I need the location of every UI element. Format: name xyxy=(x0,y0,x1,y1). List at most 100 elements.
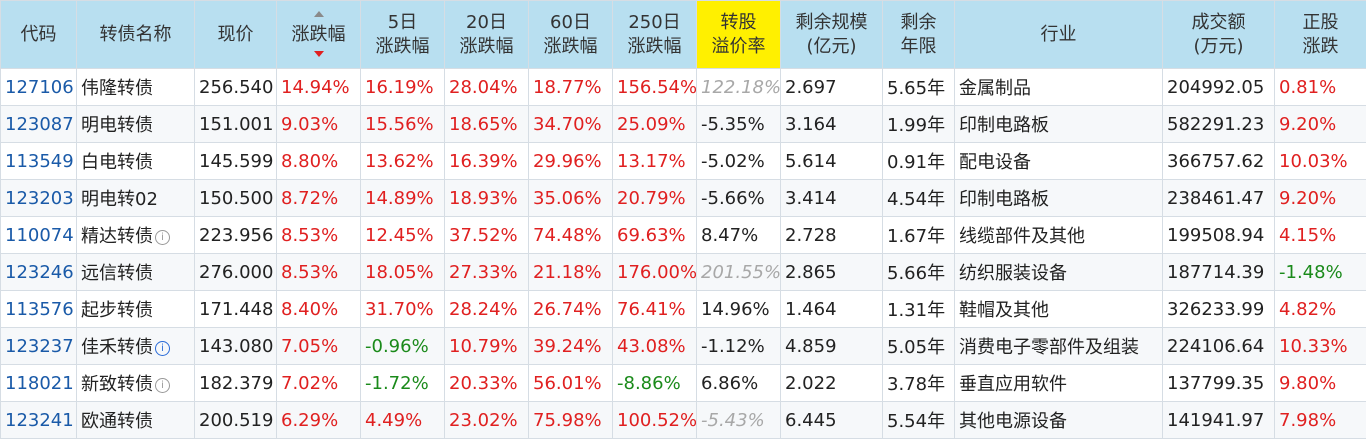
bond-code-link[interactable]: 123087 xyxy=(0,105,77,143)
change-60d-cell: 35.06% xyxy=(528,179,613,217)
change-60d-cell: 29.96% xyxy=(528,142,613,180)
industry-cell-text: 印制电路板 xyxy=(959,115,1049,136)
change-5d-cell-text: 14.89% xyxy=(365,187,434,209)
industry-cell-text: 消费电子零部件及组装 xyxy=(959,337,1139,358)
table-row[interactable]: 123246 远信转债 276.000 8.53% 18.05% 27.33% 21.18%… xyxy=(0,253,1366,291)
col-header-remaining-years[interactable]: 剩余 年限 xyxy=(882,0,955,69)
table-row[interactable]: 123087 明电转债 151.001 9.03% 15.56% 18.65% 34.70%… xyxy=(0,105,1366,143)
table-row[interactable]: 127106 伟隆转债 256.540 14.94% 16.19% 28.04% 18.77… xyxy=(0,68,1366,106)
info-icon[interactable]: i xyxy=(155,340,170,356)
info-icon[interactable]: i xyxy=(155,229,170,245)
change-5d-cell: 14.89% xyxy=(360,179,445,217)
table-row[interactable]: 123203 明电转02 150.500 8.72% 14.89% 18.93% 35.06… xyxy=(0,179,1366,217)
stock-change-cell-text: 7.98% xyxy=(1279,409,1337,431)
change-250d-cell: 176.00% xyxy=(612,253,697,291)
bond-code-link[interactable]: 123237 xyxy=(0,327,77,365)
years-cell-text: 0.91年 xyxy=(887,152,946,173)
bond-code-link[interactable]: 110074 xyxy=(0,216,77,254)
change-250d-cell-text: 25.09% xyxy=(617,113,686,135)
col-header-remaining-scale[interactable]: 剩余规模 (亿元) xyxy=(780,0,883,69)
volume-cell-text: 366757.62 xyxy=(1167,150,1265,172)
table-row[interactable]: 118021 新致转债 i 182.379 7.02% -1.72% 20.33% 56.01… xyxy=(0,364,1366,402)
scale-cell-text: 3.414 xyxy=(785,187,837,209)
col-header-volume[interactable]: 成交额 (万元) xyxy=(1162,0,1275,69)
col-header-250d-change[interactable]: 250日 涨跌幅 xyxy=(612,0,697,69)
sort-descending-icon[interactable] xyxy=(313,50,324,57)
stock-change-cell-text: 9.20% xyxy=(1279,187,1337,209)
bond-code-link[interactable]: 127106 xyxy=(0,68,77,106)
bond-code-link-text: 113549 xyxy=(5,150,74,172)
col-header-code[interactable]: 代码 xyxy=(0,0,77,69)
table-row[interactable]: 123237 佳禾转债 i 143.080 7.05% -0.96% 10.79% 39.24… xyxy=(0,327,1366,365)
volume-cell-text: 224106.64 xyxy=(1167,335,1265,357)
change-20d-cell: 28.04% xyxy=(444,68,529,106)
col-header-price[interactable]: 现价 xyxy=(194,0,277,69)
stock-change-cell-text: 10.33% xyxy=(1279,335,1348,357)
change-cell-text: 8.40% xyxy=(281,298,339,320)
change-cell: 6.29% xyxy=(276,401,361,439)
volume-cell: 582291.23 xyxy=(1162,105,1275,143)
industry-cell: 垂直应用软件 xyxy=(954,364,1163,402)
stock-change-cell: 0.81% xyxy=(1274,68,1366,106)
premium-cell-text: 122.18% xyxy=(701,76,781,98)
bond-code-link[interactable]: 123246 xyxy=(0,253,77,291)
years-cell: 5.66年 xyxy=(882,253,955,291)
bond-name[interactable]: 明电转债 xyxy=(76,105,195,143)
table-row[interactable]: 123241 欧通转债 200.519 6.29% 4.49% 23.02% 75.98% 1… xyxy=(0,401,1366,439)
industry-cell-text: 金属制品 xyxy=(959,78,1031,99)
bond-code-link[interactable]: 118021 xyxy=(0,364,77,402)
change-250d-cell-text: 156.54% xyxy=(617,76,697,98)
col-header-name[interactable]: 转债名称 xyxy=(76,0,195,69)
bond-name[interactable]: 新致转债 i xyxy=(76,364,195,402)
col-header-conversion-premium[interactable]: 转股 溢价率 xyxy=(696,0,781,69)
change-20d-cell-text: 23.02% xyxy=(449,409,518,431)
years-cell-text: 5.05年 xyxy=(887,337,946,358)
change-250d-cell: 25.09% xyxy=(612,105,697,143)
bond-name[interactable]: 佳禾转债 i xyxy=(76,327,195,365)
volume-cell: 141941.97 xyxy=(1162,401,1275,439)
col-header-stock-change[interactable]: 正股 涨跌 xyxy=(1274,0,1366,69)
change-cell: 9.03% xyxy=(276,105,361,143)
industry-cell-text: 印制电路板 xyxy=(959,189,1049,210)
stock-change-cell-text: 0.81% xyxy=(1279,76,1337,98)
change-20d-cell: 28.24% xyxy=(444,290,529,328)
scale-cell-text: 2.728 xyxy=(785,224,837,246)
change-5d-cell: -0.96% xyxy=(360,327,445,365)
change-5d-cell-text: -1.72% xyxy=(365,372,429,394)
bond-name[interactable]: 远信转债 xyxy=(76,253,195,291)
change-20d-cell-text: 18.65% xyxy=(449,113,518,135)
bond-name[interactable]: 精达转债 i xyxy=(76,216,195,254)
info-icon[interactable]: i xyxy=(155,377,170,393)
stock-change-cell-text: 4.15% xyxy=(1279,224,1337,246)
change-250d-cell: 43.08% xyxy=(612,327,697,365)
bond-name-text: 新致转债 xyxy=(81,374,153,395)
change-60d-cell-text: 35.06% xyxy=(533,187,602,209)
sort-ascending-icon[interactable] xyxy=(313,10,324,17)
years-cell: 5.65年 xyxy=(882,68,955,106)
bond-name[interactable]: 白电转债 xyxy=(76,142,195,180)
bond-code-link[interactable]: 113549 xyxy=(0,142,77,180)
bond-name[interactable]: 伟隆转债 xyxy=(76,68,195,106)
bond-name[interactable]: 起步转债 xyxy=(76,290,195,328)
bond-name[interactable]: 明电转02 xyxy=(76,179,195,217)
bond-name[interactable]: 欧通转债 xyxy=(76,401,195,439)
bond-code-link-text: 123246 xyxy=(5,261,74,283)
change-5d-cell-text: 4.49% xyxy=(365,409,423,431)
bond-code-link[interactable]: 123241 xyxy=(0,401,77,439)
bond-code-link[interactable]: 123203 xyxy=(0,179,77,217)
bond-code-link[interactable]: 113576 xyxy=(0,290,77,328)
col-header-20d-change[interactable]: 20日 涨跌幅 xyxy=(444,0,529,69)
col-header-industry[interactable]: 行业 xyxy=(954,0,1163,69)
scale-cell: 2.022 xyxy=(780,364,883,402)
change-60d-cell: 75.98% xyxy=(528,401,613,439)
col-header-change[interactable]: 涨跌幅 xyxy=(276,0,361,69)
volume-cell-text: 137799.35 xyxy=(1167,372,1265,394)
industry-cell: 线缆部件及其他 xyxy=(954,216,1163,254)
table-row[interactable]: 110074 精达转债 i 223.956 8.53% 12.45% 37.52% 74.48… xyxy=(0,216,1366,254)
scale-cell: 3.164 xyxy=(780,105,883,143)
col-header-5d-change[interactable]: 5日 涨跌幅 xyxy=(360,0,445,69)
premium-cell: 201.55% xyxy=(696,253,781,291)
col-header-60d-change[interactable]: 60日 涨跌幅 xyxy=(528,0,613,69)
table-row[interactable]: 113549 白电转债 145.599 8.80% 13.62% 16.39% 29.96%… xyxy=(0,142,1366,180)
table-row[interactable]: 113576 起步转债 171.448 8.40% 31.70% 28.24% 26.74%… xyxy=(0,290,1366,328)
